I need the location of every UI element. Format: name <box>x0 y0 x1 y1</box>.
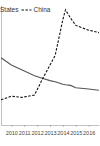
x-tick-label: 2011 <box>19 130 31 136</box>
x-tick-label: 2015 <box>70 130 82 136</box>
x-tick: 2014 <box>57 125 69 136</box>
x-tick: 2012 <box>31 125 43 136</box>
chart: 2010201120122013201420152016 States China <box>0 0 100 146</box>
x-tick: 2010 <box>6 125 18 136</box>
y-axis <box>1 6 2 126</box>
y-axis-line <box>1 6 2 126</box>
x-tick: 2011 <box>19 125 31 136</box>
x-tick-label: 2012 <box>31 130 43 136</box>
legend: States China <box>0 6 51 13</box>
legend-label: States <box>0 6 19 13</box>
legend-label: China <box>33 6 50 13</box>
x-tick-label: 2016 <box>83 130 95 136</box>
x-tick-mark <box>11 125 12 127</box>
x-tick-label: 2014 <box>57 130 69 136</box>
x-tick-mark <box>76 125 77 127</box>
x-axis: 2010201120122013201420152016 <box>2 125 100 136</box>
plot: 2010201120122013201420152016 <box>1 6 100 136</box>
series-line <box>1 10 99 100</box>
lines <box>1 10 99 100</box>
x-axis-line <box>2 125 100 126</box>
x-tick: 2016 <box>83 125 95 136</box>
x-tick-label: 2013 <box>44 130 56 136</box>
x-tick-label: 2010 <box>6 130 18 136</box>
x-tick-mark <box>63 125 64 127</box>
x-tick: 2013 <box>44 125 56 136</box>
x-tick-mark <box>37 125 38 127</box>
x-tick: 2015 <box>70 125 82 136</box>
x-tick-mark <box>89 125 90 127</box>
legend-swatch <box>21 9 31 10</box>
series-line <box>1 58 99 90</box>
x-tick-mark <box>50 125 51 127</box>
x-tick-mark <box>24 125 25 127</box>
